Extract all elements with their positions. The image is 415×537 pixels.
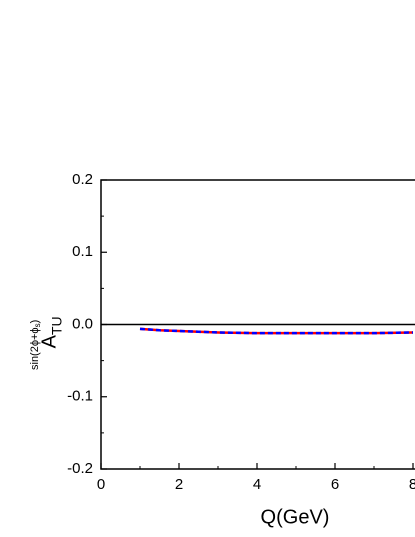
sup-a: sin(2ϕ+ϕ bbox=[29, 327, 41, 370]
y-tick-label: -0.1 bbox=[67, 388, 93, 405]
y-tick-label: 0.1 bbox=[72, 243, 93, 260]
x-tick-label: 0 bbox=[97, 476, 105, 493]
y-tick-label: 0.2 bbox=[72, 171, 93, 188]
y-tick-label: 0.0 bbox=[72, 315, 93, 332]
x-axis-label: Q(GeV) bbox=[261, 506, 330, 528]
x-tick-label: 6 bbox=[331, 476, 339, 493]
y-label-sub: TU bbox=[49, 316, 65, 335]
y-label-base: A bbox=[38, 334, 60, 348]
x-tick-label: 8 bbox=[409, 476, 415, 493]
x-tick-label: 2 bbox=[175, 476, 183, 493]
series-line bbox=[139, 327, 414, 335]
y-label-sup: sin(2ϕ+ϕs) bbox=[29, 320, 42, 370]
y-axis-label: A TU sin(2ϕ+ϕs) bbox=[29, 316, 65, 370]
x-tick-label: 4 bbox=[253, 476, 261, 493]
y-tick-label: -0.2 bbox=[67, 460, 93, 477]
sup-sub: s bbox=[33, 323, 42, 327]
sup-end: ) bbox=[29, 320, 41, 324]
